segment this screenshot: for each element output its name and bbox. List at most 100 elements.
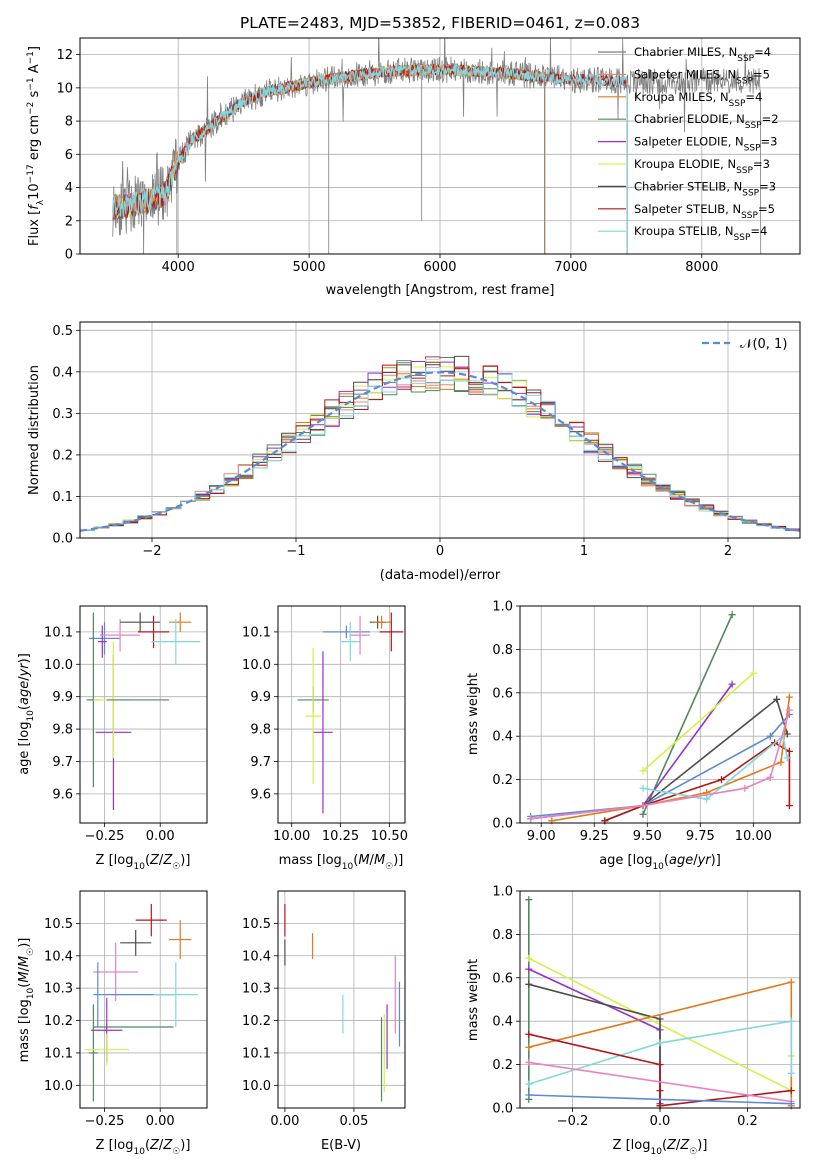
y-tick-label: 9.6 bbox=[250, 787, 271, 802]
weight-marker bbox=[741, 784, 749, 792]
weight-series bbox=[642, 672, 754, 772]
weight-marker bbox=[785, 747, 793, 755]
y-tick-label: 0.0 bbox=[492, 817, 513, 832]
y-axis-label: mass weight bbox=[466, 959, 481, 1041]
x-tick-label: −1 bbox=[286, 544, 305, 559]
weight-marker bbox=[525, 980, 533, 988]
weight-marker bbox=[525, 1080, 533, 1088]
weight-marker bbox=[639, 810, 647, 818]
weight-marker bbox=[639, 802, 647, 810]
chart-age_vs_mass: 10.00 10.25 10.50 9.6 9.7 9.8 9.9 10.0 10.1 mass … bbox=[242, 605, 408, 872]
y-tick-label: 10.4 bbox=[242, 949, 271, 964]
x-tick-label: 6000 bbox=[423, 260, 456, 275]
y-tick-label: 0 bbox=[65, 248, 73, 263]
x-tick-label: −2 bbox=[142, 544, 161, 559]
weight-marker bbox=[656, 1015, 664, 1023]
weight-marker bbox=[527, 815, 535, 823]
histogram-series bbox=[80, 367, 800, 533]
y-tick-label: 6 bbox=[65, 148, 73, 163]
x-tick-label: 0.00 bbox=[146, 1114, 175, 1129]
axes-frame bbox=[519, 605, 801, 824]
y-tick-label: 10.0 bbox=[44, 1079, 73, 1094]
y-tick-label: 10.1 bbox=[44, 625, 73, 640]
y-tick-label: 10.1 bbox=[242, 1046, 271, 1061]
y-axis-label: Normed distribution bbox=[27, 365, 42, 495]
chart-weight_vs_age: 9.00 9.25 9.50 9.75 10.00 0.0 0.2 0.4 0.6 0.8 1.0 a… bbox=[466, 600, 801, 872]
weight-marker bbox=[656, 1039, 664, 1047]
y-tick-label: 9.7 bbox=[52, 755, 73, 770]
chart-residuals: 𝒩(0, 1) −2 −1 0 1 2 0.0 0.1 0.2 0.3 0.4 0.5 (data-mo… bbox=[27, 321, 801, 583]
chart-mass_vs_z: −0.25 0.00 10.0 10.1 10.2 10.3 10.4 10.5 Z [log1… bbox=[17, 890, 208, 1157]
y-tick-label: 12 bbox=[56, 48, 73, 63]
weight-marker bbox=[777, 758, 785, 766]
y-tick-label: 9.9 bbox=[52, 690, 73, 705]
weight-marker bbox=[728, 680, 736, 688]
x-tick-label: −0.25 bbox=[85, 829, 125, 844]
y-tick-label: 10.4 bbox=[44, 949, 73, 964]
x-axis-label: mass [log10(M/M☉)] bbox=[279, 853, 404, 872]
y-tick-label: 9.6 bbox=[52, 787, 73, 802]
x-axis-label: age [log10(age/yr)] bbox=[599, 853, 721, 872]
x-tick-label: 9.25 bbox=[580, 829, 609, 844]
weight-marker bbox=[525, 965, 533, 973]
y-tick-label: 10.1 bbox=[242, 625, 271, 640]
x-axis-label: Z [log10(Z/Z☉)] bbox=[96, 1138, 191, 1157]
figure-title: PLATE=2483, MJD=53852, FIBERID=0461, z=0… bbox=[240, 14, 640, 32]
weight-series bbox=[530, 713, 791, 818]
y-tick-label: 10.0 bbox=[242, 658, 271, 673]
y-tick-label: 10.5 bbox=[44, 917, 73, 932]
x-tick-label: −0.25 bbox=[85, 1114, 125, 1129]
x-tick-label: 7000 bbox=[554, 260, 587, 275]
chart-weight_vs_z: −0.2 0.0 0.2 0.0 0.2 0.4 0.6 0.8 1.0 Z [log10(Z/Z… bbox=[466, 885, 801, 1157]
legend-label: Chabrier STELIB, NSSP=3 bbox=[634, 179, 776, 198]
x-tick-label: −0.2 bbox=[557, 1114, 589, 1129]
weight-marker bbox=[785, 706, 793, 714]
spectrum-legend: Chabrier MILES, NSSP=4 Salpeter MILES, NS… bbox=[598, 45, 779, 243]
y-tick-label: 9.9 bbox=[250, 690, 271, 705]
legend-label: Salpeter STELIB, NSSP=5 bbox=[634, 202, 775, 221]
x-tick-label: 0 bbox=[436, 544, 444, 559]
weight-marker bbox=[703, 795, 711, 803]
legend-label: Kroupa STELIB, NSSP=4 bbox=[634, 224, 767, 243]
y-tick-label: 10.2 bbox=[242, 1014, 271, 1029]
weight-marker bbox=[525, 896, 533, 904]
y-tick-label: 0.0 bbox=[492, 1102, 513, 1117]
x-tick-label: 5000 bbox=[293, 260, 326, 275]
x-tick-label: 0.00 bbox=[270, 1114, 299, 1129]
spectrum-series bbox=[112, 62, 628, 254]
x-tick-label: 1 bbox=[580, 544, 588, 559]
plot-area bbox=[80, 891, 207, 1108]
axes-frame bbox=[277, 890, 406, 1109]
x-tick-label: 0.05 bbox=[339, 1114, 368, 1129]
weight-series bbox=[642, 734, 789, 800]
y-tick-label: 8 bbox=[65, 115, 73, 130]
y-tick-label: 10.5 bbox=[242, 917, 271, 932]
y-tick-label: 0.4 bbox=[52, 365, 73, 380]
x-tick-label: 10.25 bbox=[322, 829, 359, 844]
y-tick-label: 0.8 bbox=[492, 928, 513, 943]
chart-spectrum: Chabrier MILES, NSSP=4 Salpeter MILES, NS… bbox=[26, 37, 801, 298]
weight-series bbox=[604, 741, 791, 822]
x-tick-label: 0.0 bbox=[650, 1114, 671, 1129]
y-axis-label: mass [log10(M/M☉)] bbox=[17, 938, 36, 1063]
x-tick-label: 2 bbox=[724, 544, 732, 559]
y-tick-label: 1.0 bbox=[492, 885, 513, 900]
y-tick-label: 0.6 bbox=[492, 686, 513, 701]
y-tick-label: 1.0 bbox=[492, 600, 513, 615]
y-tick-label: 10.3 bbox=[242, 982, 271, 997]
weight-marker bbox=[785, 693, 793, 701]
y-tick-label: 10.2 bbox=[44, 1014, 73, 1029]
y-tick-label: 10 bbox=[56, 81, 73, 96]
y-axis-label: age [log10(age/yr)] bbox=[17, 653, 36, 775]
y-tick-label: 0.2 bbox=[492, 773, 513, 788]
y-axis-label: Flux [fλ10−17 erg cm−2 s−1 A−1] bbox=[26, 46, 46, 246]
legend-label: Chabrier MILES, NSSP=4 bbox=[634, 45, 771, 64]
chart-age_vs_z: −0.25 0.00 9.6 9.7 9.8 9.9 10.0 10.1 Z [log10(Z/… bbox=[17, 605, 208, 872]
x-tick-label: 10.50 bbox=[371, 829, 408, 844]
y-tick-label: 4 bbox=[65, 181, 73, 196]
y-tick-label: 9.8 bbox=[52, 723, 73, 738]
y-tick-label: 9.7 bbox=[250, 755, 271, 770]
y-tick-label: 0.6 bbox=[492, 971, 513, 986]
legend-label: Salpeter ELODIE, NSSP=3 bbox=[634, 135, 777, 154]
